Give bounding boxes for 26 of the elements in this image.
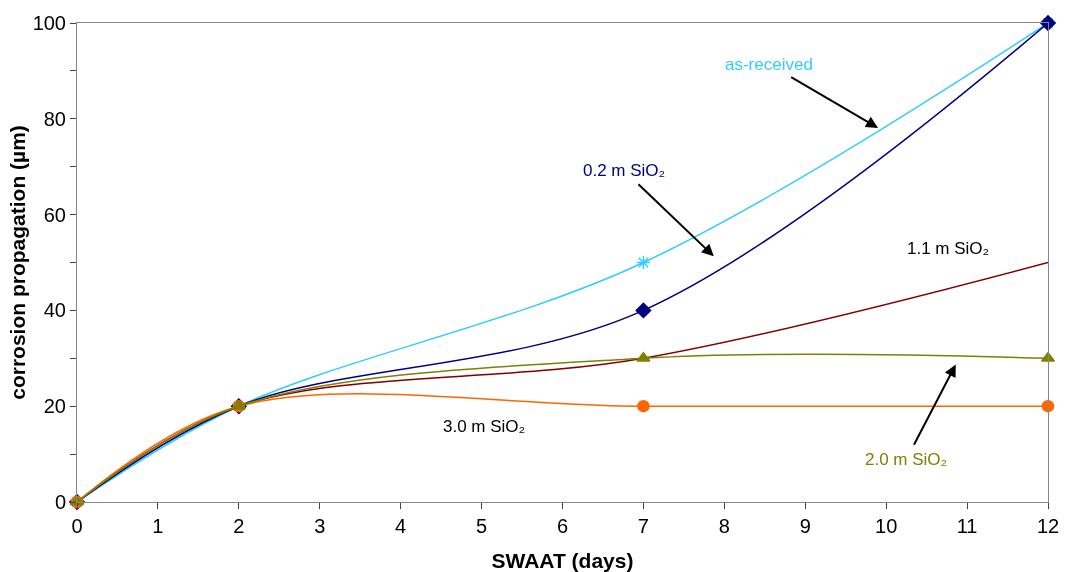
x-tick-label: 2 <box>233 515 245 537</box>
y-tick-label: 60 <box>43 203 66 226</box>
y-tick-label: 100 <box>32 12 66 34</box>
x-tick-label: 10 <box>875 515 898 537</box>
y-tick-label: 0 <box>54 491 66 513</box>
y-tick-label: 80 <box>43 107 66 130</box>
x-tick-label: 8 <box>718 515 730 537</box>
x-tick-label: 9 <box>799 515 811 537</box>
x-tick-label: 3 <box>314 515 326 537</box>
y-tick-label: 20 <box>43 395 66 418</box>
x-tick-label: 11 <box>956 515 978 537</box>
x-tick-label: 1 <box>152 515 164 537</box>
y-axis-title: corrosion propagation (µm) <box>6 125 29 400</box>
series-label: 1.1 m SiO₂ <box>907 239 990 258</box>
text: 2.0 m SiO₂ <box>865 450 948 469</box>
x-tick-label: 5 <box>476 515 488 537</box>
text: 0.2 m SiO₂ <box>583 161 666 180</box>
y-tick-label: 40 <box>43 299 66 322</box>
x-tick-label: 0 <box>71 515 83 537</box>
x-tick-label: 6 <box>556 515 569 537</box>
series-label: 3.0 m SiO₂ <box>443 417 526 436</box>
x-tick-label: 4 <box>395 515 407 537</box>
text: as-received <box>725 55 813 74</box>
x-axis-title: SWAAT (days) <box>491 549 634 572</box>
x-tick-label: 7 <box>637 515 649 537</box>
x-tick-label: 12 <box>1036 515 1060 537</box>
